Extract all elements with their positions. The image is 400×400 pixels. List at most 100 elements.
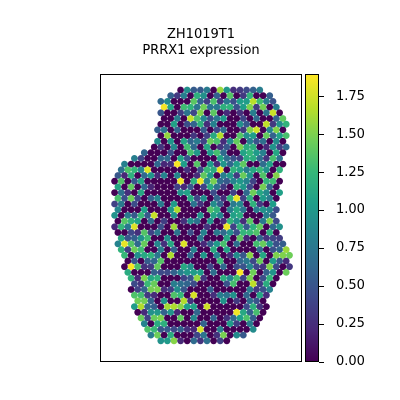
- expression-spot: [180, 92, 188, 100]
- expression-spot: [243, 86, 251, 94]
- expression-spot: [164, 143, 171, 151]
- expression-spot: [160, 251, 168, 259]
- expression-spot: [200, 92, 208, 100]
- expression-spot: [164, 109, 171, 117]
- expression-spot: [256, 257, 264, 265]
- expression-spot: [259, 126, 267, 134]
- expression-spot: [150, 234, 158, 242]
- expression-spot: [160, 229, 168, 236]
- expression-spot: [253, 217, 260, 225]
- expression-spot: [127, 160, 135, 168]
- expression-spot: [137, 166, 145, 174]
- expression-spot: [177, 212, 185, 219]
- expression-spot: [276, 234, 283, 242]
- expression-spot: [160, 320, 168, 328]
- expression-spot: [170, 177, 178, 185]
- expression-spot: [263, 155, 270, 162]
- expression-spot: [137, 257, 145, 265]
- expression-spot: [223, 291, 231, 299]
- expression-spot: [177, 200, 185, 208]
- expression-spot: [220, 286, 227, 293]
- expression-spot: [167, 263, 175, 271]
- expression-spot: [197, 212, 204, 219]
- expression-spot: [124, 200, 132, 208]
- expression-spot: [249, 200, 257, 208]
- expression-spot: [213, 320, 221, 328]
- expression-spot: [180, 194, 188, 202]
- expression-spot: [259, 240, 267, 248]
- expression-spot: [160, 297, 168, 305]
- expression-spot: [213, 274, 221, 282]
- expression-spot: [276, 155, 283, 162]
- expression-spot: [170, 109, 178, 117]
- expression-spot: [259, 286, 267, 293]
- expression-spot: [243, 132, 251, 140]
- expression-spot: [173, 194, 181, 202]
- expression-spot: [134, 217, 142, 225]
- expression-spot: [256, 212, 264, 219]
- expression-spot: [197, 234, 204, 242]
- expression-spot: [246, 206, 254, 214]
- expression-spot: [170, 223, 178, 231]
- expression-spot: [203, 291, 211, 299]
- expression-spot: [220, 229, 227, 236]
- expression-spot: [177, 246, 185, 254]
- expression-spot: [131, 155, 138, 162]
- expression-spot: [203, 269, 211, 276]
- expression-spot: [279, 149, 287, 157]
- expression-spot: [134, 160, 142, 168]
- expression-spot: [253, 194, 260, 202]
- expression-spot: [157, 291, 165, 299]
- expression-spot: [200, 308, 208, 316]
- expression-spot: [272, 172, 280, 179]
- expression-spot: [190, 120, 198, 128]
- expression-spot: [170, 189, 178, 197]
- expression-spot: [230, 177, 237, 185]
- expression-spot: [150, 177, 158, 185]
- expression-spot: [173, 240, 181, 248]
- expression-spot: [180, 331, 188, 339]
- expression-spot: [164, 314, 171, 322]
- expression-spot: [180, 206, 188, 214]
- expression-spot: [203, 189, 211, 197]
- expression-spot: [170, 314, 178, 322]
- expression-spot: [230, 326, 237, 333]
- expression-spot: [193, 217, 201, 225]
- expression-spot: [272, 103, 280, 111]
- expression-spot: [117, 246, 125, 254]
- expression-spot: [210, 189, 218, 197]
- expression-spot: [150, 166, 158, 174]
- expression-spot: [147, 229, 155, 236]
- expression-spot: [137, 269, 145, 276]
- expression-spot: [140, 320, 148, 328]
- expression-spot: [272, 206, 280, 214]
- expression-spot: [239, 183, 247, 191]
- expression-spot: [276, 246, 283, 254]
- expression-spot: [200, 137, 208, 145]
- expression-spot: [210, 132, 218, 140]
- expression-spot: [249, 246, 257, 254]
- expression-spot: [220, 251, 227, 259]
- expression-spot: [210, 109, 218, 117]
- expression-spot: [236, 86, 244, 94]
- expression-spot: [243, 234, 251, 242]
- expression-spot: [263, 120, 270, 128]
- expression-spot: [177, 303, 185, 310]
- expression-spot: [183, 200, 191, 208]
- expression-spot: [223, 189, 231, 197]
- expression-spot: [160, 172, 168, 179]
- expression-spot: [272, 115, 280, 122]
- expression-spot: [243, 257, 251, 265]
- expression-spot: [180, 172, 188, 179]
- expression-spot: [183, 314, 191, 322]
- expression-spot: [150, 155, 158, 162]
- expression-spot: [282, 143, 290, 151]
- expression-spot: [266, 160, 274, 168]
- expression-spot: [127, 274, 135, 282]
- expression-spot: [167, 286, 175, 293]
- expression-spot: [243, 314, 251, 322]
- expression-spot: [193, 149, 201, 157]
- expression-spot: [140, 274, 148, 282]
- expression-spot: [236, 303, 244, 310]
- expression-spot: [233, 240, 241, 248]
